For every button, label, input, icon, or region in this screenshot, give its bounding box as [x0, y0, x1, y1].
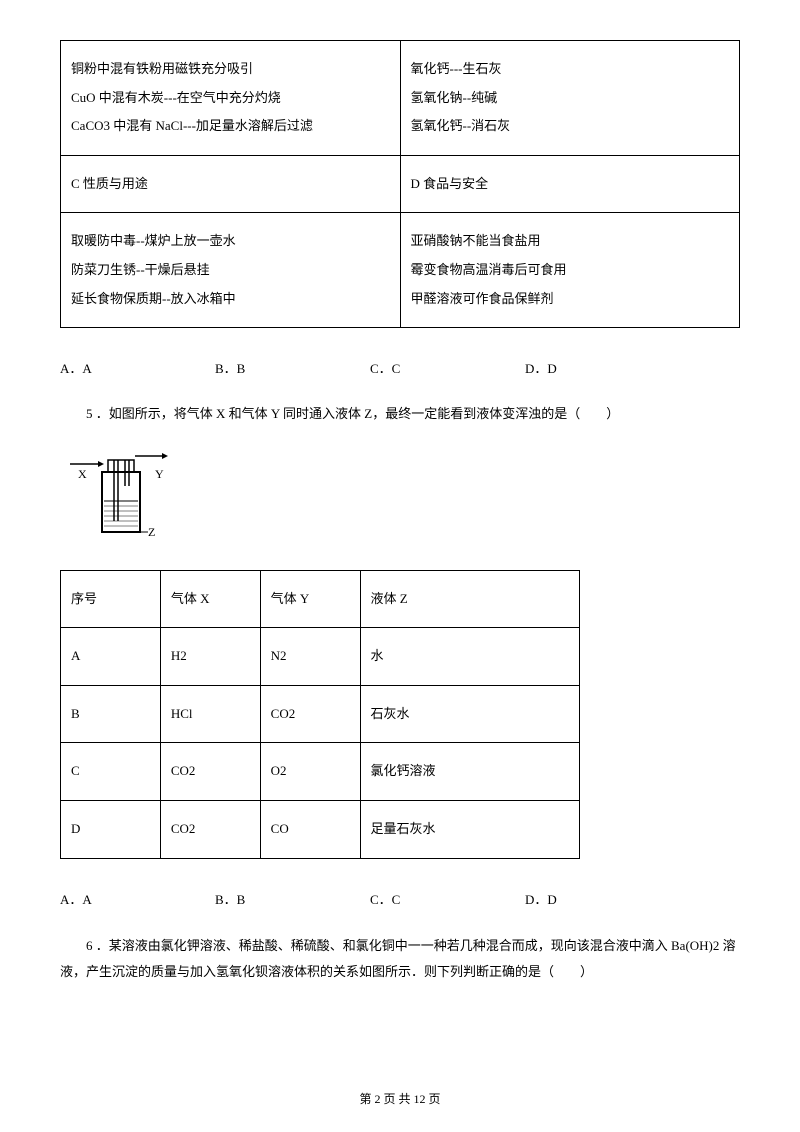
- table-cell: B: [61, 685, 161, 743]
- table-cell: O2: [260, 743, 360, 801]
- option-a: A．A: [60, 358, 215, 377]
- table-cell: 石灰水: [360, 685, 580, 743]
- table1-cell-3-1: 取暖防中毒--煤炉上放一壶水 防菜刀生锈--干燥后悬挂 延长食物保质期--放入冰…: [61, 213, 401, 328]
- cell-line: 霉变食物高温消毒后可食用: [411, 256, 730, 285]
- cell-line: CaCO3 中混有 NaCl---加足量水溶解后过滤: [71, 112, 390, 141]
- question-5: 5 ．如图所示，将气体 X 和气体 Y 同时通入液体 Z，最终一定能看到液体变浑…: [60, 402, 740, 425]
- table-cell: N2: [260, 628, 360, 686]
- table-cell: CO2: [260, 685, 360, 743]
- table-cell: 氯化钙溶液: [360, 743, 580, 801]
- table2-header-1: 序号: [61, 570, 161, 628]
- table1-cell-1-1: 铜粉中混有铁粉用磁铁充分吸引 CuO 中混有木炭---在空气中充分灼烧 CaCO…: [61, 41, 401, 156]
- table-cell: CO: [260, 800, 360, 858]
- table2-header-4: 液体 Z: [360, 570, 580, 628]
- table-cell: 水: [360, 628, 580, 686]
- cell-line: 取暖防中毒--煤炉上放一壶水: [71, 227, 390, 256]
- table-2: 序号 气体 X 气体 Y 液体 Z A H2 N2 水 B HCl CO2 石灰…: [60, 570, 580, 859]
- cell-line: 延长食物保质期--放入冰箱中: [71, 285, 390, 314]
- question-4-options: A．A B．B C．C D．D: [60, 358, 740, 377]
- question-5-options: A．A B．B C．C D．D: [60, 889, 740, 908]
- cell-line: CuO 中混有木炭---在空气中充分灼烧: [71, 84, 390, 113]
- table-cell: CO2: [160, 800, 260, 858]
- page-footer: 第 2 页 共 12 页: [0, 1090, 800, 1107]
- cell-line: 防菜刀生锈--干燥后悬挂: [71, 256, 390, 285]
- cell-line: 氢氧化钠--纯碱: [411, 84, 730, 113]
- option-b: B．B: [215, 889, 370, 908]
- table-cell: H2: [160, 628, 260, 686]
- table-cell: C: [61, 743, 161, 801]
- option-c: C．C: [370, 358, 525, 377]
- option-a: A．A: [60, 889, 215, 908]
- table2-header-3: 气体 Y: [260, 570, 360, 628]
- table-cell: D: [61, 800, 161, 858]
- table2-header-2: 气体 X: [160, 570, 260, 628]
- table1-cell-2-1: C 性质与用途: [61, 155, 401, 213]
- option-b: B．B: [215, 358, 370, 377]
- table-1: 铜粉中混有铁粉用磁铁充分吸引 CuO 中混有木炭---在空气中充分灼烧 CaCO…: [60, 40, 740, 328]
- option-d: D．D: [525, 358, 557, 377]
- option-d: D．D: [525, 889, 557, 908]
- diagram-x-label: X: [78, 467, 87, 481]
- cell-line: 氢氧化钙--消石灰: [411, 112, 730, 141]
- apparatus-diagram: X Y Z: [70, 446, 740, 550]
- cell-line: 氧化钙---生石灰: [411, 55, 730, 84]
- table-cell: HCl: [160, 685, 260, 743]
- table1-cell-1-2: 氧化钙---生石灰 氢氧化钠--纯碱 氢氧化钙--消石灰: [400, 41, 740, 156]
- cell-line: 亚硝酸钠不能当食盐用: [411, 227, 730, 256]
- option-c: C．C: [370, 889, 525, 908]
- diagram-y-label: Y: [155, 467, 164, 481]
- question-6: 6 ．某溶液由氯化钾溶液、稀盐酸、稀硫酸、和氯化铜中一一种若几种混合而成，现向该…: [60, 933, 740, 985]
- cell-line: 铜粉中混有铁粉用磁铁充分吸引: [71, 55, 390, 84]
- table1-cell-3-2: 亚硝酸钠不能当食盐用 霉变食物高温消毒后可食用 甲醛溶液可作食品保鲜剂: [400, 213, 740, 328]
- table1-cell-2-2: D 食品与安全: [400, 155, 740, 213]
- table-cell: 足量石灰水: [360, 800, 580, 858]
- table-cell: A: [61, 628, 161, 686]
- table-cell: CO2: [160, 743, 260, 801]
- diagram-z-label: Z: [148, 525, 155, 539]
- cell-line: 甲醛溶液可作食品保鲜剂: [411, 285, 730, 314]
